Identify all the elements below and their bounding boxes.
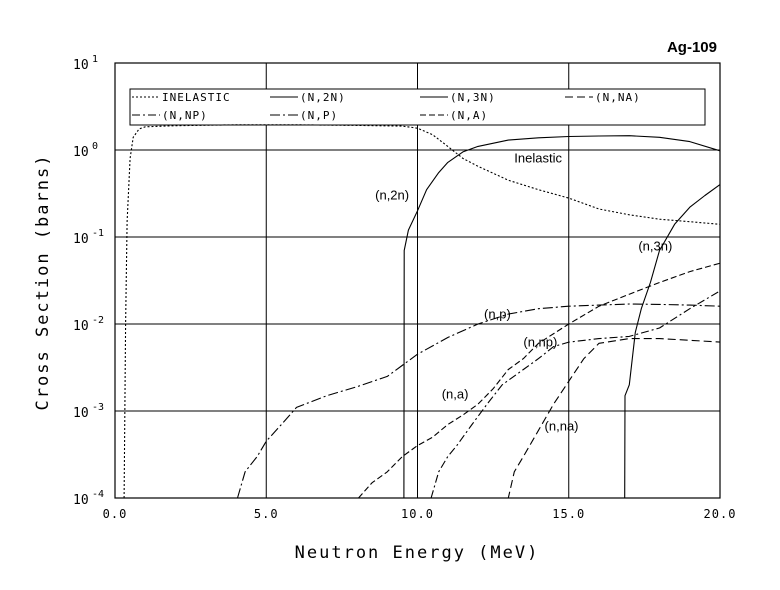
y-tick-label: 10 -1 xyxy=(73,228,104,247)
curve-annotations: Inelastic (n,2n) (n,3n) (n,na) (n,np) (n,p) (n… xyxy=(375,150,672,433)
y-tick-base: 10 xyxy=(73,406,89,421)
series-annotation: (n,np) xyxy=(523,335,557,350)
x-tick-label: 15.0 xyxy=(552,507,585,521)
y-tick-label: 10 0 xyxy=(73,141,98,160)
y-tick-label: 10 -4 xyxy=(73,489,104,508)
legend-label: (N,NA) xyxy=(595,91,641,104)
y-tick-exponent: 0 xyxy=(92,141,98,152)
y-tick-label: 10 -3 xyxy=(73,402,104,421)
legend-label: (N,NP) xyxy=(162,109,208,122)
y-tick-exponent: -3 xyxy=(92,402,104,413)
y-axis-label: Cross Section (barns) xyxy=(33,154,53,411)
legend-label: (N,A) xyxy=(450,109,488,122)
legend-label: (N,2N) xyxy=(300,91,346,104)
y-tick-label: 10 1 xyxy=(73,54,98,73)
series-line xyxy=(236,303,721,499)
series-annotation: (n,3n) xyxy=(638,238,672,253)
y-tick-exponent: -1 xyxy=(92,228,104,239)
series-annotation: (n,a) xyxy=(442,386,469,401)
series-line xyxy=(624,184,721,499)
series-annotation: Inelastic xyxy=(514,150,562,165)
y-tick-exponent: 1 xyxy=(92,54,98,65)
series-line xyxy=(403,135,721,499)
y-tick-base: 10 xyxy=(73,58,89,73)
y-tick-base: 10 xyxy=(73,319,89,334)
x-axis-label: Neutron Energy (MeV) xyxy=(295,543,540,563)
y-tick-label: 10 -2 xyxy=(73,315,104,334)
legend-box xyxy=(129,88,706,126)
series-line xyxy=(358,262,721,499)
y-tick-base: 10 xyxy=(73,145,89,160)
legend-label: INELASTIC xyxy=(162,91,231,104)
legend: INELASTIC (N,2N) (N,3N) (N,NA) (N,NP) (N,P) (N… xyxy=(129,88,706,126)
series-annotation: (n,2n) xyxy=(375,187,409,202)
legend-label: (N,3N) xyxy=(450,91,496,104)
x-axis-ticks: 0.0 5.0 10.0 15.0 20.0 xyxy=(103,507,737,521)
legend-label: (N,P) xyxy=(300,109,338,122)
y-tick-base: 10 xyxy=(73,232,89,247)
y-tick-exponent: -4 xyxy=(92,489,104,500)
x-tick-label: 20.0 xyxy=(704,507,737,521)
y-tick-exponent: -2 xyxy=(92,315,104,326)
series-layer xyxy=(123,124,721,499)
y-tick-base: 10 xyxy=(73,493,89,508)
x-tick-label: 5.0 xyxy=(254,507,279,521)
x-tick-label: 10.0 xyxy=(401,507,434,521)
series-annotation: (n,na) xyxy=(545,418,579,433)
grid-lines xyxy=(115,63,720,498)
series-line xyxy=(123,124,721,499)
series-line xyxy=(506,338,721,499)
series-annotation: (n,p) xyxy=(484,307,511,322)
chart-title: Ag-109 xyxy=(667,39,717,56)
x-tick-label: 0.0 xyxy=(103,507,128,521)
series-line xyxy=(430,290,721,499)
